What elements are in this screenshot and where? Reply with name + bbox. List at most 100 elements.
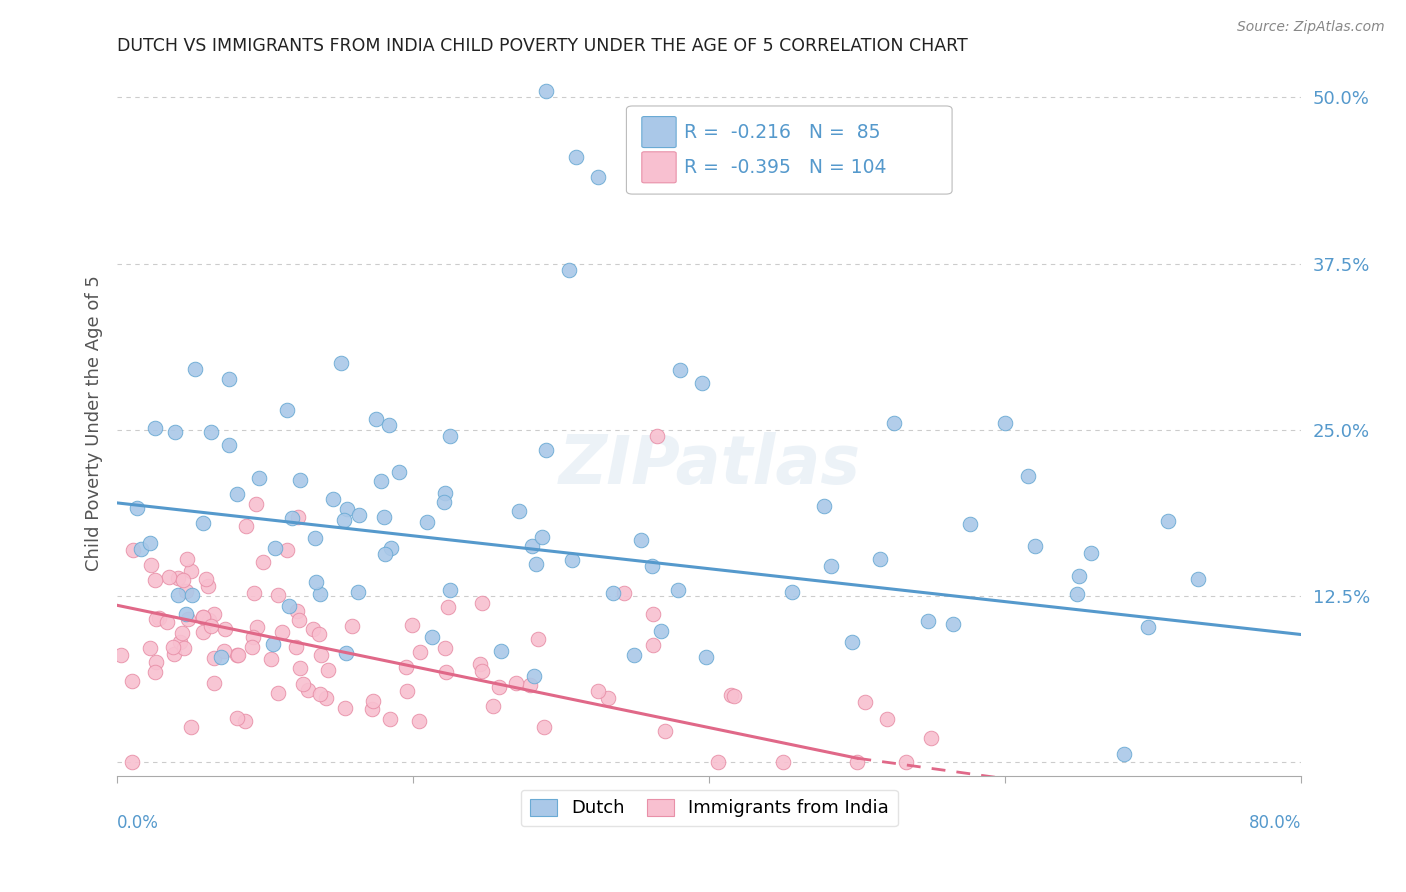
Point xyxy=(169,635,191,649)
Point xyxy=(1136,620,1159,634)
Point xyxy=(1080,546,1102,560)
Point xyxy=(156,615,179,630)
Point xyxy=(167,571,190,585)
Point xyxy=(308,627,330,641)
Point xyxy=(536,442,558,457)
Point xyxy=(129,541,152,556)
Point xyxy=(172,573,194,587)
Point xyxy=(439,429,461,443)
Point xyxy=(202,650,225,665)
Point xyxy=(122,543,145,558)
Point xyxy=(191,610,214,624)
Point xyxy=(894,755,917,769)
Point xyxy=(1069,569,1091,583)
Point xyxy=(291,677,314,691)
FancyBboxPatch shape xyxy=(627,106,952,194)
Point xyxy=(145,421,167,435)
Point xyxy=(329,356,352,370)
Point xyxy=(439,582,461,597)
Y-axis label: Child Poverty Under the Age of 5: Child Poverty Under the Age of 5 xyxy=(86,276,103,571)
Point xyxy=(565,150,588,164)
Point xyxy=(1066,587,1088,601)
Point xyxy=(176,551,198,566)
Point xyxy=(772,755,794,769)
Point xyxy=(315,690,337,705)
Point xyxy=(242,630,264,644)
Point xyxy=(263,541,285,555)
Legend: Dutch, Immigrants from India: Dutch, Immigrants from India xyxy=(520,789,898,826)
Point xyxy=(533,720,555,734)
Point xyxy=(209,649,232,664)
Point xyxy=(287,510,309,524)
Point xyxy=(304,531,326,545)
Point xyxy=(288,613,311,627)
Point xyxy=(557,263,579,277)
Point xyxy=(437,600,460,615)
Point xyxy=(380,541,402,556)
Point xyxy=(994,416,1017,430)
Point xyxy=(174,584,197,599)
Point xyxy=(202,607,225,621)
Point xyxy=(278,599,301,614)
Point xyxy=(200,618,222,632)
Point xyxy=(183,361,205,376)
Point xyxy=(260,652,283,666)
Point xyxy=(148,611,170,625)
Point xyxy=(666,583,689,598)
Point xyxy=(225,648,247,662)
Point xyxy=(302,622,325,636)
Point xyxy=(959,517,981,532)
Point xyxy=(471,665,494,679)
Point xyxy=(395,660,418,674)
Point xyxy=(869,552,891,566)
Point xyxy=(276,402,298,417)
Point xyxy=(121,674,143,689)
Point xyxy=(401,618,423,632)
Point xyxy=(110,648,132,662)
Point xyxy=(1112,747,1135,761)
Point xyxy=(707,755,730,769)
Point xyxy=(434,641,457,656)
Text: DUTCH VS IMMIGRANTS FROM INDIA CHILD POVERTY UNDER THE AGE OF 5 CORRELATION CHAR: DUTCH VS IMMIGRANTS FROM INDIA CHILD POV… xyxy=(117,37,967,55)
Point xyxy=(245,497,267,511)
Point xyxy=(191,625,214,640)
Point xyxy=(172,625,194,640)
Point xyxy=(191,610,214,624)
Point xyxy=(720,688,742,702)
Point xyxy=(214,644,236,658)
Point xyxy=(613,586,636,600)
Point xyxy=(225,487,247,501)
Point xyxy=(780,585,803,599)
Point xyxy=(409,645,432,659)
Point xyxy=(145,655,167,669)
Point xyxy=(246,620,269,634)
Point xyxy=(668,363,690,377)
Point xyxy=(311,648,333,663)
Point xyxy=(1017,469,1039,483)
Point xyxy=(145,573,167,587)
Point xyxy=(433,494,456,508)
Point xyxy=(690,376,713,391)
Point xyxy=(162,640,184,655)
Point xyxy=(1187,572,1209,586)
Point xyxy=(641,638,664,652)
Point xyxy=(145,612,167,626)
Point xyxy=(853,696,876,710)
Point xyxy=(163,647,186,661)
Point xyxy=(347,585,370,599)
Point xyxy=(181,589,204,603)
Point xyxy=(641,559,664,574)
FancyBboxPatch shape xyxy=(641,117,676,147)
Point xyxy=(243,586,266,600)
Text: Source: ZipAtlas.com: Source: ZipAtlas.com xyxy=(1237,20,1385,34)
Point xyxy=(281,511,304,525)
Point xyxy=(647,429,669,443)
Point xyxy=(396,683,419,698)
Point xyxy=(121,755,143,769)
Point xyxy=(370,474,392,488)
Point xyxy=(489,644,512,658)
Point xyxy=(841,635,863,649)
Point xyxy=(408,714,430,729)
Point xyxy=(942,617,965,632)
Point xyxy=(471,595,494,609)
